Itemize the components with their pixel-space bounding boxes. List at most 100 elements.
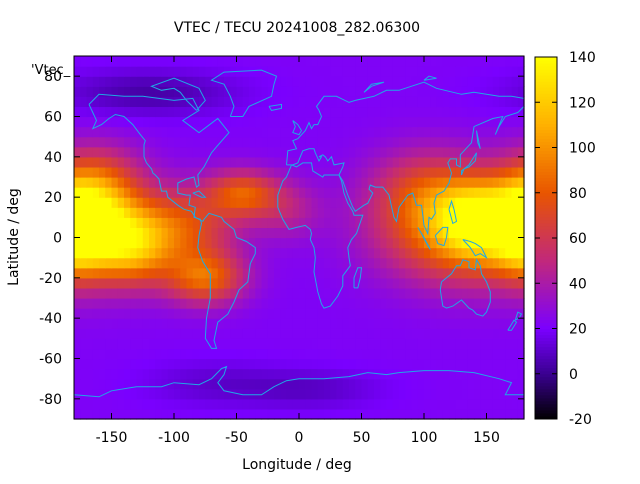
heatmap-cell: [411, 86, 419, 97]
heatmap-cell: [499, 146, 506, 158]
heatmap-cell: [136, 338, 144, 350]
heatmap-cell: [411, 66, 419, 77]
heatmap-cell: [199, 398, 206, 410]
heatmap-cell: [336, 106, 344, 118]
heatmap-cell: [517, 187, 525, 198]
heatmap-cell: [349, 166, 356, 178]
heatmap-cell: [267, 76, 275, 87]
heatmap-cell: [286, 66, 294, 77]
heatmap-cell: [80, 96, 88, 108]
heatmap-cell: [230, 207, 238, 218]
heatmap-cell: [167, 408, 175, 420]
heatmap-cell: [74, 398, 81, 410]
heatmap-cell: [324, 197, 331, 208]
heatmap-cell: [330, 378, 338, 390]
heatmap-cell: [449, 298, 456, 309]
heatmap-cell: [355, 146, 363, 158]
heatmap-cell: [367, 267, 375, 279]
heatmap-cell: [324, 358, 331, 370]
coastline: [439, 258, 491, 317]
heatmap-cell: [430, 348, 438, 360]
heatmap-cell: [105, 217, 113, 229]
heatmap-cell: [486, 166, 494, 178]
heatmap-cell: [136, 187, 144, 198]
heatmap-cell: [261, 318, 269, 329]
coastline: [277, 162, 364, 309]
heatmap-cell: [161, 177, 169, 188]
heatmap-cell: [505, 217, 513, 229]
heatmap-cell: [249, 106, 256, 118]
heatmap-cell: [311, 217, 319, 229]
heatmap-cell: [136, 368, 144, 380]
heatmap-cell: [74, 56, 81, 67]
heatmap-cell: [480, 136, 488, 148]
heatmap-cell: [405, 106, 413, 118]
heatmap-cell: [99, 298, 106, 309]
heatmap-cell: [461, 408, 469, 420]
heatmap-cell: [261, 227, 269, 239]
heatmap-cell: [180, 287, 188, 299]
heatmap-cell: [280, 136, 288, 148]
colorbar-segment: [535, 283, 557, 287]
colorbar-segment: [535, 319, 557, 323]
heatmap-cell: [417, 96, 425, 108]
heatmap-cell: [161, 227, 169, 239]
heatmap-cell: [299, 177, 306, 188]
heatmap-cell: [99, 187, 106, 198]
heatmap-cell: [467, 358, 475, 370]
heatmap-cell: [486, 156, 494, 168]
heatmap-cell: [424, 398, 431, 410]
heatmap-cell: [436, 146, 444, 158]
heatmap-cell: [174, 328, 181, 339]
heatmap-cell: [99, 378, 106, 390]
heatmap-cell: [499, 177, 506, 188]
heatmap-cell: [380, 287, 388, 299]
heatmap-cell: [349, 408, 356, 420]
heatmap-cell: [267, 166, 275, 178]
heatmap-cell: [142, 267, 150, 279]
heatmap-cell: [74, 126, 81, 138]
heatmap-cell: [230, 156, 238, 168]
heatmap-cell: [242, 408, 250, 420]
heatmap-cell: [236, 136, 244, 148]
heatmap-cell: [424, 207, 431, 218]
heatmap-cell: [186, 298, 194, 309]
heatmap-cell: [505, 378, 513, 390]
heatmap-cell: [442, 378, 450, 390]
heatmap-cell: [292, 267, 300, 279]
heatmap-cell: [211, 106, 219, 118]
heatmap-cell: [455, 76, 463, 87]
heatmap-cell: [361, 116, 369, 128]
heatmap-cell: [499, 166, 506, 178]
heatmap-cell: [517, 126, 525, 138]
heatmap-cell: [274, 298, 281, 309]
heatmap-cell: [236, 318, 244, 329]
heatmap-cell: [455, 66, 463, 77]
heatmap-cell: [249, 267, 256, 279]
heatmap-cell: [267, 388, 275, 400]
heatmap-cell: [130, 267, 138, 279]
colorbar-segment: [535, 289, 557, 293]
heatmap-cell: [336, 398, 344, 410]
heatmap-cell: [342, 156, 350, 168]
heatmap-cell: [492, 197, 500, 208]
heatmap-cell: [217, 106, 225, 118]
heatmap-cell: [280, 207, 288, 218]
heatmap-cell: [255, 318, 263, 329]
heatmap-cell: [242, 166, 250, 178]
heatmap-cell: [317, 126, 325, 138]
heatmap-cell: [399, 187, 406, 198]
heatmap-cell: [217, 237, 225, 249]
heatmap-cell: [361, 257, 369, 269]
heatmap-cell: [161, 287, 169, 299]
heatmap-cell: [236, 207, 244, 218]
heatmap-cell: [505, 247, 513, 259]
heatmap-cell: [186, 247, 194, 259]
heatmap-cell: [124, 197, 131, 208]
heatmap-cell: [399, 328, 406, 339]
heatmap-cell: [392, 247, 400, 259]
heatmap-cell: [217, 348, 225, 360]
heatmap-cell: [430, 86, 438, 97]
heatmap-cell: [249, 408, 256, 420]
heatmap-cell: [517, 136, 525, 148]
